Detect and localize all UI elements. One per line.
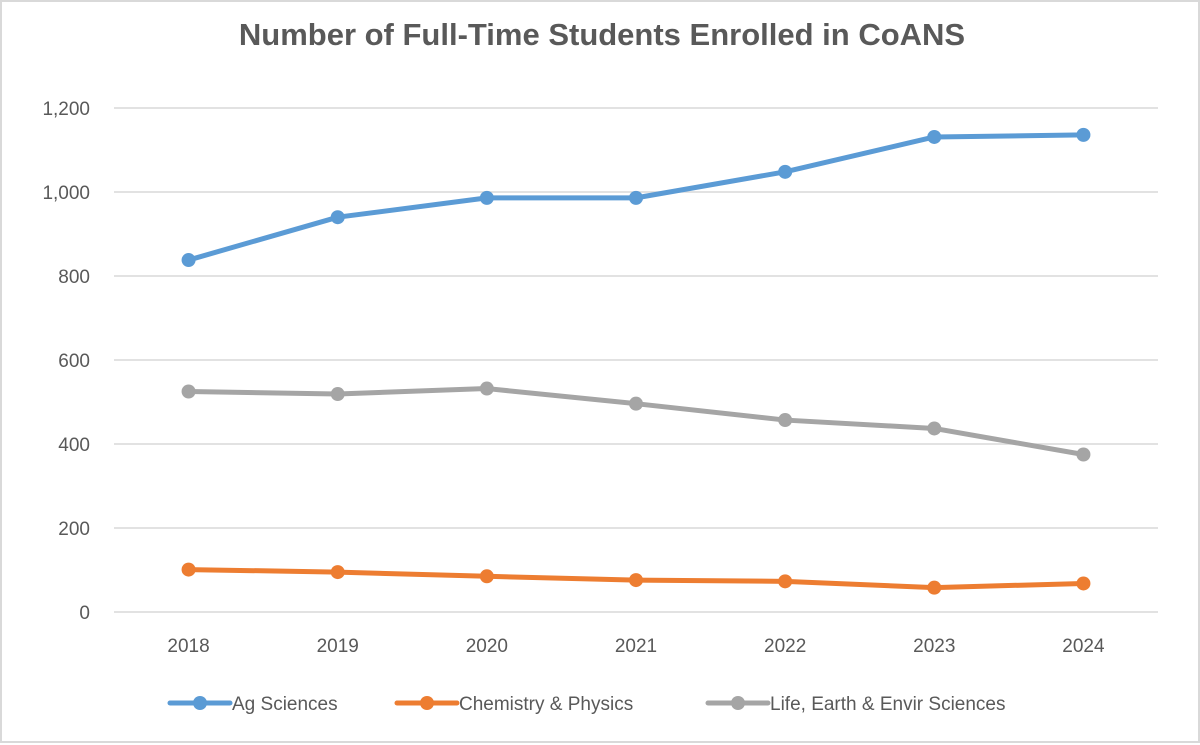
legend-label: Life, Earth & Envir Sciences <box>770 694 1006 715</box>
y-tick-label: 0 <box>79 603 90 624</box>
y-tick-label: 1,000 <box>42 183 90 204</box>
data-point <box>778 413 793 428</box>
y-tick-label: 400 <box>58 435 90 456</box>
data-point <box>629 190 643 205</box>
data-point <box>778 164 793 179</box>
x-tick-label: 2021 <box>615 636 657 657</box>
data-point <box>629 396 643 411</box>
x-tick-label: 2018 <box>167 636 209 657</box>
x-tick-label: 2024 <box>1062 636 1105 657</box>
data-point <box>778 574 793 589</box>
gridlines <box>114 107 1158 613</box>
data-point <box>1076 127 1091 142</box>
x-tick-label: 2020 <box>466 636 508 657</box>
data-point <box>927 129 942 144</box>
legend-label: Chemistry & Physics <box>459 694 633 715</box>
data-point <box>927 580 942 595</box>
data-point <box>330 210 345 225</box>
data-point <box>629 573 643 588</box>
series-life-earth-envir-sciences <box>181 381 1091 462</box>
data-point <box>330 387 345 402</box>
y-tick-label: 200 <box>58 519 90 540</box>
data-point <box>479 381 494 396</box>
data-point <box>330 565 345 580</box>
x-axis-ticks: 2018 2019 2020 2021 2022 2023 2024 <box>167 636 1105 657</box>
chart-title: Number of Full-Time Students Enrolled in… <box>239 17 965 52</box>
data-point <box>1076 447 1091 462</box>
x-tick-label: 2023 <box>913 636 955 657</box>
data-point <box>181 253 196 268</box>
series-chemistry-physics <box>181 562 1091 595</box>
data-point <box>927 421 942 436</box>
legend-dot-marker <box>731 696 745 710</box>
y-tick-label: 800 <box>58 267 90 288</box>
data-point <box>181 562 196 577</box>
data-point <box>479 569 494 584</box>
y-axis-ticks: 0 200 400 600 800 1,000 1,200 <box>42 99 90 624</box>
x-tick-label: 2022 <box>764 636 806 657</box>
y-tick-label: 600 <box>58 351 90 372</box>
series-ag-sciences <box>181 127 1091 268</box>
legend-item: Life, Earth & Envir Sciences <box>705 694 1006 715</box>
data-point <box>1076 576 1091 591</box>
data-point <box>181 384 196 399</box>
legend-item: Chemistry & Physics <box>394 694 633 715</box>
series-lines <box>181 127 1091 595</box>
data-point <box>479 190 494 205</box>
y-tick-label: 1,200 <box>42 99 90 120</box>
legend-item: Ag Sciences <box>167 694 338 715</box>
legend-dot-marker <box>420 696 434 710</box>
legend-dot-marker <box>193 696 207 710</box>
legend: Ag Sciences Chemistry & Physics Life, Eart… <box>167 694 1006 715</box>
x-tick-label: 2019 <box>317 636 359 657</box>
legend-label: Ag Sciences <box>232 694 338 715</box>
